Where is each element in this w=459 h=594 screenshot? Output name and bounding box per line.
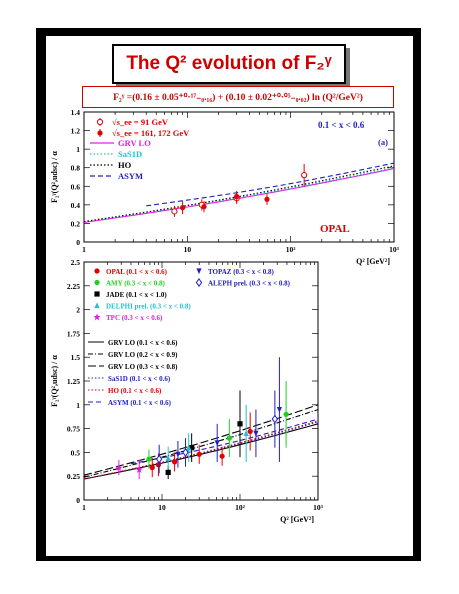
panelb-data-point	[214, 440, 220, 446]
panelb-ytick-label: 0.25	[67, 472, 80, 481]
panel-a-range-label: 0.1 < x < 0.6	[318, 120, 365, 130]
panela-data-point	[301, 172, 308, 179]
panelb-data-point	[175, 451, 181, 458]
panela-ytick-label: 0.2	[71, 219, 81, 228]
panelb-data-point	[226, 435, 232, 441]
panel-b-legend-curve-item: GRV LO (0.2 < x < 0.9)	[108, 351, 178, 359]
panelb-ytick-label: 0.5	[71, 448, 81, 457]
panelb-ytick-label: 0.75	[67, 425, 80, 434]
panel-a-experiment-label: OPAL	[320, 223, 350, 235]
panelb-data-point	[171, 459, 178, 465]
panelb-xtick-label: 1	[82, 503, 86, 512]
panel-b-legend-item: DELPHI prel. (0.3 < x < 0.8)	[106, 303, 191, 311]
panelb-data-point	[247, 428, 253, 435]
panelb-xtick-label: 10³	[313, 503, 324, 512]
panel-b-legend-marker	[94, 302, 100, 309]
panela-data-point	[180, 205, 186, 211]
panelb-ytick-label: 0	[76, 496, 80, 505]
panelb-data-point	[186, 444, 192, 451]
panel-b-legend-marker	[94, 279, 100, 286]
panelb-data-point	[253, 430, 259, 437]
panela-ylabel: F₂ᵞ(Q²,udsc) / α	[50, 151, 59, 203]
panel-b-legend-item: ALEPH prel. (0.3 < x < 0.8)	[208, 280, 291, 288]
panelb-data-point	[165, 469, 171, 475]
panelb-data-point	[196, 451, 202, 457]
panela-ytick-label: 0	[76, 238, 80, 247]
panelb-ytick-label: 2	[76, 306, 80, 315]
panel-b-legend-marker	[94, 291, 100, 297]
panela-data-point	[171, 208, 178, 215]
panel-b-legend-curve-item: GRV LO (0.3 < x < 0.8)	[108, 363, 178, 371]
panel-b-legend-item: OPAL (0.1 < x < 0.6)	[106, 268, 168, 276]
panelb-data-point	[149, 465, 155, 471]
panel-a-legend-item: HO	[118, 160, 132, 170]
panel-b-legend-marker	[195, 278, 203, 287]
panela-ytick-label: 1.4	[71, 108, 81, 117]
panelb-data-point	[237, 421, 243, 427]
panelb-data-point	[189, 445, 195, 451]
panelb-data-point	[155, 454, 163, 464]
panelb-data-point	[243, 430, 249, 436]
panel-a-legend-item: GRV LO	[118, 138, 151, 148]
panela-xlabel: Q² [GeV²]	[356, 257, 390, 266]
panelb-data-point	[283, 411, 289, 417]
panelb-data-point	[135, 466, 143, 474]
panelb-xtick-label: 10²	[235, 503, 246, 512]
panelb-ytick-label: 1.25	[67, 377, 80, 386]
panelb-ytick-label: 1.5	[71, 353, 81, 362]
panelb-data-point	[146, 456, 152, 462]
panelb-xlabel: Q² [GeV²]	[280, 515, 314, 524]
panel-a-label: (a)	[378, 137, 388, 147]
panelb-data-point	[219, 453, 225, 459]
panela-ytick-label: 1	[76, 145, 80, 154]
title-box: The Q² evolution of F₂ᵞ	[112, 44, 346, 84]
panela-xtick-label: 10²	[286, 245, 297, 254]
panel-b-legend-curve-item: SaS1D (0.1 < x < 0.6)	[108, 375, 171, 383]
panela-data-point	[234, 193, 240, 200]
panel-b-legend-curve-item: GRV LO (0.1 < x < 0.6)	[108, 339, 178, 347]
panel-b-legend-marker	[93, 313, 101, 321]
panela-ytick-label: 1.2	[71, 127, 81, 136]
panelb-ytick-label: 1	[76, 401, 80, 410]
panelb-data-point	[115, 464, 123, 472]
panelb-xtick-label: 10	[158, 503, 166, 512]
panelb-ylabel: F₂ᵞ(Q²,udsc) / α	[50, 355, 59, 407]
panelb-data-point	[155, 462, 162, 468]
fit-formula: F₂ᵞ =(0.16 ± 0.05⁺⁰·¹⁷₋₀.₁₆) + (0.10 ± 0…	[113, 92, 363, 103]
panela-ytick-label: 0.6	[71, 182, 81, 191]
panel-a-legend-item-marker	[96, 118, 104, 126]
panel-b-legend-marker	[196, 268, 202, 275]
panelb-ytick-label: 2.5	[71, 258, 81, 267]
page-title: The Q² evolution of F₂ᵞ	[126, 53, 332, 74]
formula-box: F₂ᵞ =(0.16 ± 0.05⁺⁰·¹⁷₋₀.₁₆) + (0.10 ± 0…	[82, 86, 394, 108]
panela-data-point	[264, 196, 270, 202]
panela-xtick-label: 10	[184, 245, 192, 254]
panela-frame	[83, 111, 395, 243]
panel-b-legend-curve-item: HO (0.1 < x < 0.6)	[108, 387, 162, 395]
panela-ytick-label: 0.4	[71, 201, 81, 210]
panela-xtick-label: 10³	[389, 245, 400, 254]
panela-ytick-label: 0.8	[71, 164, 81, 173]
panela-xtick-label: 1	[82, 245, 86, 254]
panel-a-legend-item: √s_ee = 91 GeV	[112, 117, 169, 127]
panel-a-legend-item: ASYM	[118, 171, 143, 181]
panelb-ytick-label: 2.25	[67, 282, 80, 291]
panela-curve	[146, 162, 395, 207]
panel-b-legend-item: TOPAZ (0.3 < x < 0.8)	[208, 268, 275, 276]
panela-data-point	[201, 204, 207, 210]
panel-a-legend-item-marker	[97, 130, 103, 136]
panelb-data-point	[276, 406, 283, 413]
panel-b-legend-marker	[94, 268, 100, 274]
panelb-data-point	[165, 455, 171, 461]
panel-b-legend-item: JADE (0.1 < x < 1.0)	[106, 291, 167, 299]
panelb-data-point	[182, 447, 189, 457]
panelb-ytick-label: 1.75	[67, 329, 80, 338]
panel-b-legend-curve-item: ASYM (0.1 < x < 0.6)	[108, 399, 172, 407]
panel-b-legend-item: TPC (0.3 < x < 0.6)	[106, 314, 163, 322]
panel-b-legend-item: AMY (0.3 < x < 0.8)	[106, 280, 166, 288]
panel-a-legend-item: √s_ee = 161, 172 GeV	[112, 128, 190, 138]
panelb-data-point	[271, 414, 279, 424]
panel-a-legend-item: SaS1D	[118, 149, 142, 159]
